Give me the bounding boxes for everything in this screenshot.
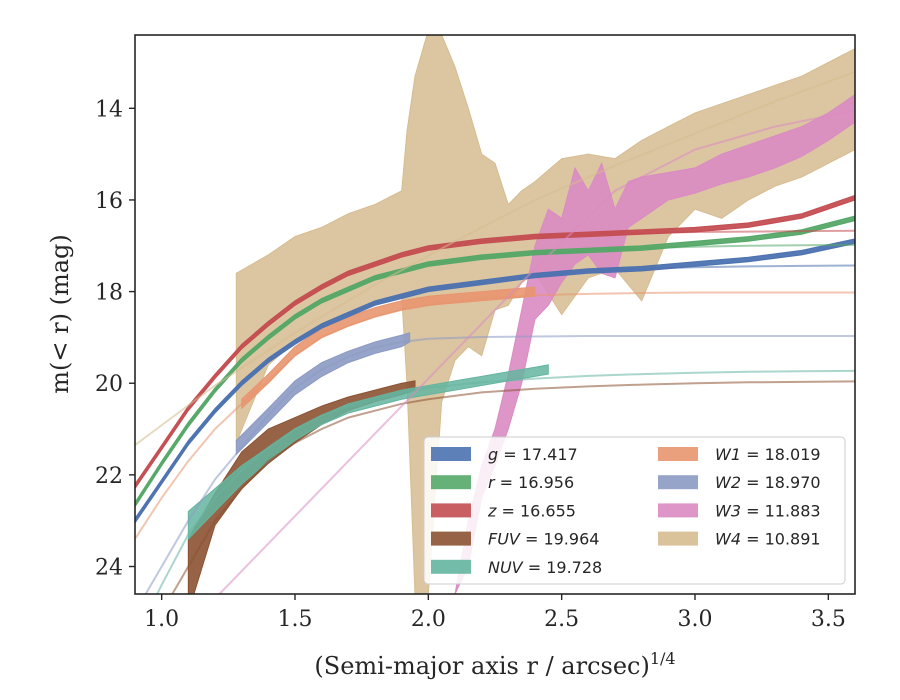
- legend-var: W2: [715, 473, 741, 492]
- model-curve-g: [135, 264, 855, 522]
- x-axis: 1.0 1.5 2.0 2.5 3.0 3.5: [144, 594, 846, 632]
- legend-var: g: [488, 445, 498, 464]
- y-tick-label: 22: [95, 464, 123, 489]
- legend-value: = 16.956: [495, 473, 575, 492]
- legend-label-w4: W4 = 10.891: [715, 530, 821, 549]
- legend-swatch-w2: [658, 475, 698, 490]
- legend-value: = 11.883: [741, 501, 821, 520]
- legend-value: = 17.417: [498, 445, 578, 464]
- x-axis-title: (Semi-major axis r / arcsec)1/4: [314, 649, 675, 680]
- model-curve-nuv: [156, 369, 855, 594]
- legend-var: r: [488, 473, 496, 492]
- legend-label-w3: W3 = 11.883: [715, 501, 821, 520]
- x-axis-title-superscript: 1/4: [650, 649, 676, 668]
- model-curve-w1: [135, 291, 855, 540]
- model-curve-w2: [144, 335, 855, 594]
- legend-swatch-nuv: [431, 559, 471, 574]
- legend-swatch-fuv: [431, 531, 471, 546]
- legend-value: = 18.019: [741, 445, 821, 464]
- legend-label-w2: W2 = 18.970: [715, 473, 821, 492]
- legend-value: = 18.970: [741, 473, 821, 492]
- legend-swatch-w3: [658, 503, 698, 518]
- legend-value: = 19.728: [523, 558, 603, 577]
- y-axis-title: m(< r) (mag): [46, 234, 74, 393]
- legend-var: W4: [715, 530, 741, 549]
- legend-label-w1: W1 = 18.019: [715, 445, 821, 464]
- y-tick-label: 20: [95, 372, 123, 397]
- legend-label-g: g = 17.417: [488, 445, 578, 464]
- legend-label-nuv: NUV = 19.728: [488, 558, 602, 577]
- model-curve-fuv: [171, 380, 855, 594]
- legend-label-z: z = 16.655: [487, 501, 576, 520]
- x-tick-label: 1.5: [278, 607, 313, 632]
- legend-swatch-w1: [658, 447, 698, 461]
- legend-label-fuv: FUV = 19.964: [488, 530, 599, 549]
- model-curve-r: [135, 243, 855, 506]
- legend-swatch-r: [431, 475, 471, 490]
- model-curve-w3: [218, 109, 855, 594]
- legend-var: W1: [715, 445, 741, 464]
- legend-value: = 16.655: [496, 501, 576, 520]
- legend-value: = 10.891: [741, 530, 821, 549]
- legend-var: W3: [715, 501, 741, 520]
- legend-var: NUV: [488, 558, 524, 577]
- band-z: [135, 194, 855, 490]
- x-tick-label: 3.5: [811, 607, 846, 632]
- legend-value: = 19.964: [520, 530, 600, 549]
- legend-var: z: [487, 501, 497, 520]
- legend-box: [423, 436, 846, 585]
- y-tick-label: 16: [95, 189, 123, 214]
- band-r: [135, 215, 855, 508]
- model-layer: [135, 70, 855, 594]
- x-tick-label: 2.5: [544, 607, 579, 632]
- legend-swatch-z: [431, 503, 471, 518]
- y-tick-label: 18: [95, 281, 123, 306]
- legend-swatch-w4: [658, 531, 698, 546]
- model-curve-w4: [135, 70, 855, 446]
- plot-frame: [134, 34, 856, 595]
- x-tick-label: 2.0: [411, 607, 446, 632]
- y-tick-label: 24: [95, 556, 123, 581]
- band-g: [135, 238, 855, 524]
- legend-label-r: r = 16.956: [488, 473, 574, 492]
- y-axis: 14 16 18 20 22 24: [95, 97, 135, 581]
- legend-var: FUV: [488, 530, 521, 549]
- legend-swatch-g: [431, 447, 471, 461]
- x-axis-title-text: (Semi-major axis r / arcsec): [314, 652, 649, 680]
- y-tick-label: 14: [95, 97, 123, 122]
- x-tick-label: 1.0: [144, 607, 179, 632]
- model-curve-z: [135, 229, 855, 487]
- band-layer: [135, 35, 855, 594]
- x-tick-label: 3.0: [678, 607, 713, 632]
